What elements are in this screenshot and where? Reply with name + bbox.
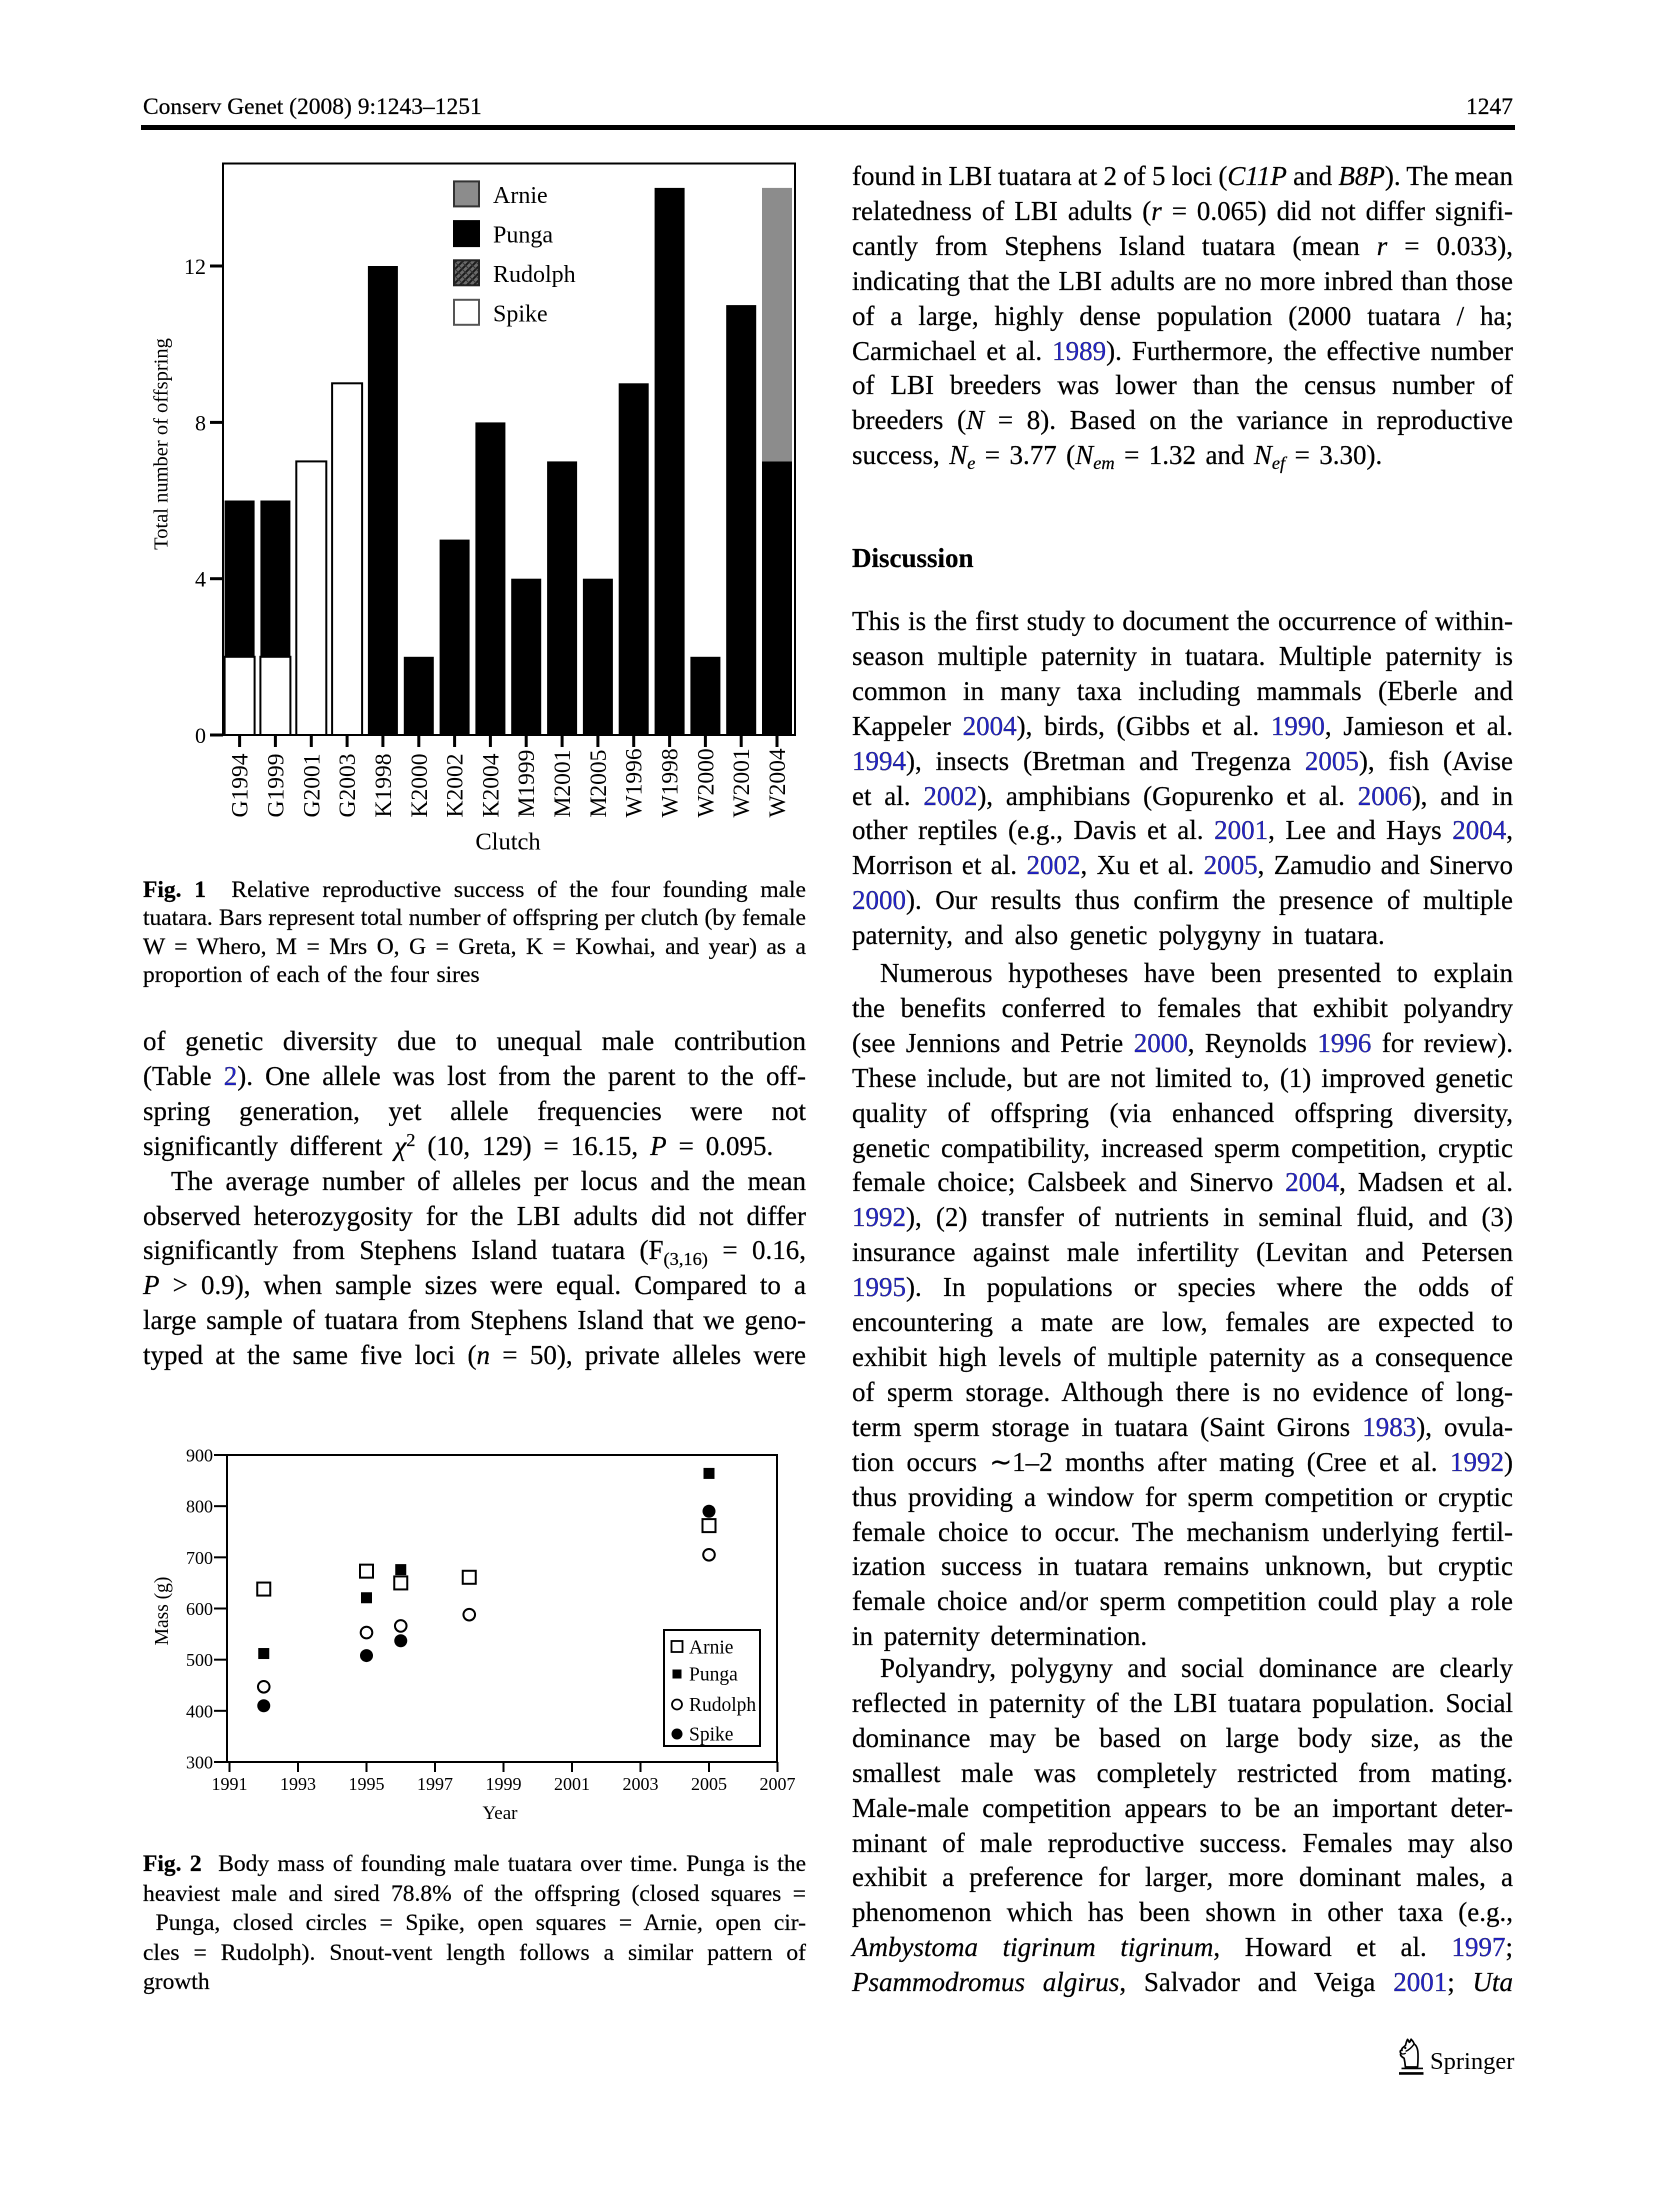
svg-text:800: 800: [186, 1497, 213, 1517]
svg-text:300: 300: [186, 1753, 213, 1773]
svg-text:1991: 1991: [212, 1774, 248, 1794]
svg-text:W2001: W2001: [729, 748, 755, 817]
svg-text:Punga: Punga: [493, 223, 553, 249]
svg-text:W1998: W1998: [658, 748, 684, 817]
svg-text:Arnie: Arnie: [689, 1638, 733, 1659]
svg-text:Spike: Spike: [689, 1725, 733, 1746]
svg-text:2001: 2001: [554, 1774, 590, 1794]
svg-text:Rudolph: Rudolph: [493, 262, 576, 288]
svg-text:Rudolph: Rudolph: [689, 1695, 756, 1716]
svg-text:G2003: G2003: [335, 754, 361, 818]
svg-text:400: 400: [186, 1701, 213, 1721]
svg-text:M2005: M2005: [586, 750, 612, 818]
svg-text:G1994: G1994: [228, 753, 254, 817]
svg-text:Clutch: Clutch: [475, 829, 540, 856]
svg-text:Springer: Springer: [1430, 2048, 1514, 2075]
svg-text:0: 0: [195, 723, 206, 748]
svg-text:K2004: K2004: [478, 753, 504, 817]
svg-text:W2004: W2004: [765, 748, 791, 817]
svg-text:600: 600: [186, 1599, 213, 1619]
svg-text:4: 4: [195, 567, 206, 592]
svg-text:500: 500: [186, 1650, 213, 1670]
svg-text:8: 8: [195, 410, 206, 435]
svg-text:G1999: G1999: [263, 754, 289, 818]
svg-text:900: 900: [186, 1446, 213, 1466]
svg-text:1995: 1995: [349, 1774, 385, 1794]
svg-text:Mass (g): Mass (g): [152, 1577, 173, 1646]
svg-text:Year: Year: [482, 1803, 518, 1824]
svg-text:W2000: W2000: [693, 748, 719, 817]
svg-text:Arnie: Arnie: [493, 183, 548, 209]
svg-text:K1998: K1998: [371, 754, 397, 818]
svg-text:W1996: W1996: [622, 748, 648, 817]
svg-text:K2000: K2000: [407, 754, 433, 818]
svg-text:Total number of offspring: Total number of offspring: [151, 338, 173, 550]
svg-text:1997: 1997: [417, 1774, 453, 1794]
svg-text:M2001: M2001: [550, 750, 576, 818]
svg-text:G2001: G2001: [299, 754, 325, 818]
svg-text:700: 700: [186, 1548, 213, 1568]
svg-text:2007: 2007: [760, 1774, 796, 1794]
svg-text:Punga: Punga: [689, 1665, 738, 1686]
svg-text:M1999: M1999: [514, 750, 540, 818]
svg-text:1993: 1993: [280, 1774, 316, 1794]
svg-text:K2002: K2002: [443, 754, 469, 818]
svg-text:12: 12: [184, 254, 206, 279]
svg-text:2005: 2005: [691, 1774, 727, 1794]
svg-text:2003: 2003: [623, 1774, 659, 1794]
svg-text:1999: 1999: [486, 1774, 522, 1794]
svg-text:Spike: Spike: [493, 301, 548, 327]
